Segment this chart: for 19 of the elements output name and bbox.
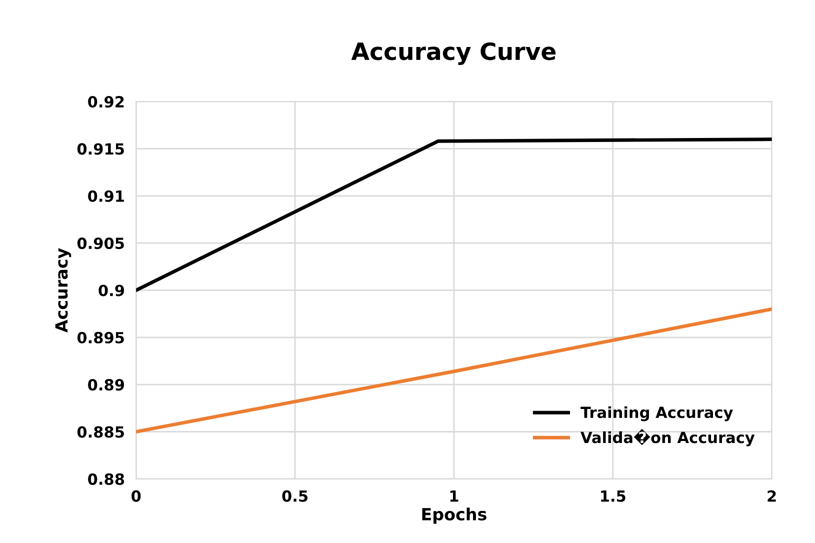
x-tick-label: 2 xyxy=(768,490,776,502)
chart-title: Accuracy Curve xyxy=(351,42,556,65)
y-tick-label: 0.89 xyxy=(88,379,124,391)
x-tick-label: 0 xyxy=(132,490,141,502)
legend-label: Training Accuracy xyxy=(580,406,733,422)
y-tick-label: 0.92 xyxy=(88,96,124,108)
y-tick-label: 0.915 xyxy=(77,143,124,155)
x-axis-title: Epochs xyxy=(422,508,486,524)
y-tick-label: 0.885 xyxy=(77,426,124,438)
y-tick-label: 0.88 xyxy=(88,473,124,485)
x-tick-label: 1 xyxy=(450,490,458,502)
x-tick-label: 1.5 xyxy=(601,490,626,502)
x-tick-label: 0.5 xyxy=(282,490,308,502)
y-tick-label: 0.9 xyxy=(98,284,124,296)
legend-label: Valida�on Accuracy xyxy=(580,428,755,446)
y-tick-label: 0.895 xyxy=(77,332,124,344)
y-tick-label: 0.905 xyxy=(77,238,124,250)
y-tick-label: 0.91 xyxy=(88,190,124,202)
y-axis-title: Accuracy xyxy=(55,248,72,333)
